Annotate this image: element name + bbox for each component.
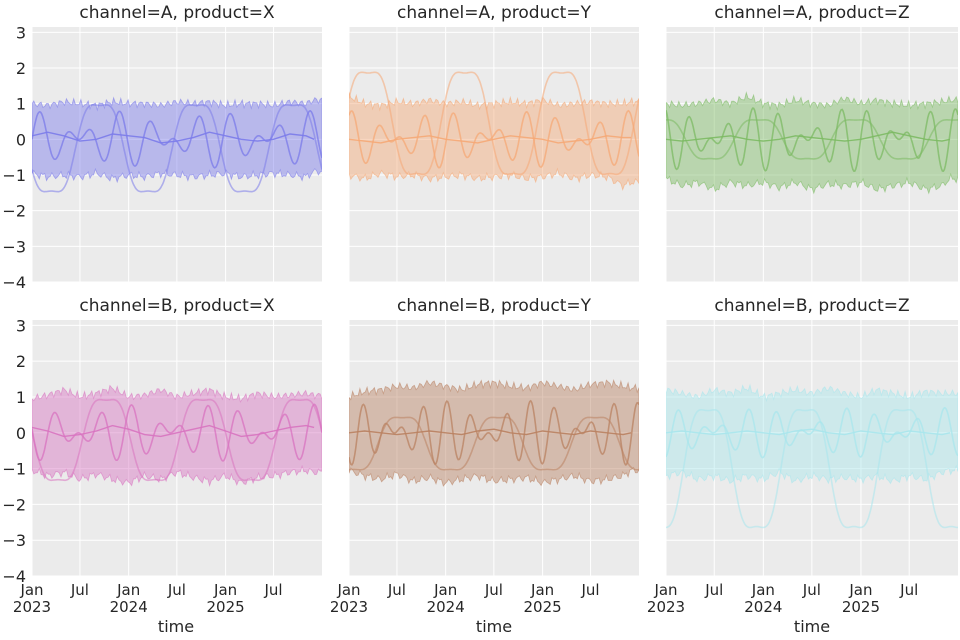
x-tick-year-label: 2023 (13, 598, 51, 616)
x-tick-year-label: 2023 (647, 598, 685, 616)
x-axis-label-col3: time (794, 617, 830, 636)
x-tick-year-label: 2025 (207, 598, 245, 616)
plot-area (32, 96, 322, 193)
x-tick-label: Jul (484, 581, 503, 599)
panel-title: channel=B, product=Y (397, 296, 592, 316)
x-tick-label: Jul (387, 581, 406, 599)
x-tick-label: Jul (167, 581, 186, 599)
plot-area (666, 91, 958, 195)
x-tick-label: Jan (530, 581, 554, 599)
x-axis-label-col2: time (476, 617, 512, 636)
seasonal-curve-1 (349, 71, 639, 176)
hdi-band (349, 379, 639, 487)
panel-2: channel=A, product=Y (348, 3, 639, 283)
x-tick-year-label: 2025 (842, 598, 880, 616)
mean-line (666, 428, 951, 436)
fast-component-curve (666, 406, 958, 459)
x-tick-label: Jul (263, 581, 282, 599)
hdi-band (666, 91, 958, 195)
x-tick-year-label: 2024 (110, 598, 148, 616)
y-tick-label: −1 (2, 460, 26, 479)
panel-4: channel=B, product=X3210−1−2−3−4Jan2023J… (2, 296, 322, 616)
panel-title: channel=A, product=X (79, 3, 275, 23)
seasonal-curve-1 (666, 408, 958, 529)
seasonal-curve-1 (32, 104, 322, 193)
panel-title: channel=A, product=Z (714, 3, 909, 23)
y-tick-label: −2 (2, 202, 26, 221)
panel-title: channel=B, product=Z (714, 296, 909, 316)
panel-3: channel=A, product=Z (665, 3, 958, 283)
mean-line (349, 428, 632, 436)
plot-area (32, 384, 322, 487)
x-tick-label: Jan (19, 581, 43, 599)
mean-line (32, 424, 315, 438)
plot-area (349, 379, 639, 487)
panels-layer: channel=A, product=X3210−1−2−3−4channel=… (2, 3, 958, 616)
y-tick-label: −1 (2, 166, 26, 185)
plot-area (349, 71, 639, 191)
y-tick-label: −4 (2, 567, 26, 586)
panel-title: channel=B, product=X (79, 296, 275, 316)
x-tick-year-label: 2024 (744, 598, 782, 616)
hdi-band (666, 383, 958, 485)
x-tick-label: Jul (70, 581, 89, 599)
fast-component-curve (32, 403, 322, 462)
x-tick-label: Jan (848, 581, 872, 599)
x-axis-label-col1: time (158, 617, 194, 636)
y-tick-label: −3 (2, 531, 26, 550)
y-tick-label: −3 (2, 237, 26, 256)
x-tick-year-label: 2025 (524, 598, 562, 616)
panel-1: channel=A, product=X 3 2 1 0 −1 −2 −3 −4 (2, 3, 322, 292)
x-tick-label: Jul (580, 581, 599, 599)
y-tick-label: 2 (16, 59, 26, 78)
y-tick-label: 2 (16, 352, 26, 371)
panel-title: channel=A, product=Y (397, 3, 592, 23)
x-tick-label: Jul (899, 581, 918, 599)
x-tick-label: Jan (336, 581, 360, 599)
x-tick-label: Jan (213, 581, 237, 599)
y-tick-label: 0 (16, 130, 26, 149)
hdi-band (32, 384, 322, 487)
seasonal-curve-1 (349, 416, 639, 471)
y-tick-label: −4 (2, 273, 26, 292)
y-tick-label: −2 (2, 495, 26, 514)
y-tick-label: 3 (16, 316, 26, 335)
y-tick-label: 1 (16, 95, 26, 114)
plot-area (666, 383, 958, 529)
x-tick-label: Jan (433, 581, 457, 599)
x-tick-label: Jan (653, 581, 677, 599)
seasonal-curve-1 (666, 119, 958, 160)
fast-component-curve (32, 110, 322, 169)
x-tick-year-label: 2023 (330, 598, 368, 616)
x-tick-label: Jan (116, 581, 140, 599)
x-tick-label: Jul (802, 581, 821, 599)
fast-component-curve (349, 399, 639, 466)
axis-labels-layer: time time time (158, 617, 830, 636)
fast-component-curve (349, 109, 639, 169)
x-tick-label: Jul (704, 581, 723, 599)
x-tick-label: Jan (751, 581, 775, 599)
y-tick-label: 3 (16, 23, 26, 42)
fast-component-curve (666, 107, 958, 173)
mean-line (349, 135, 632, 144)
y-tick-label: 1 (16, 388, 26, 407)
seasonal-curve-1 (32, 398, 322, 482)
hdi-band (349, 92, 639, 191)
x-tick-year-label: 2024 (427, 598, 465, 616)
y-tick-label: 0 (16, 424, 26, 443)
